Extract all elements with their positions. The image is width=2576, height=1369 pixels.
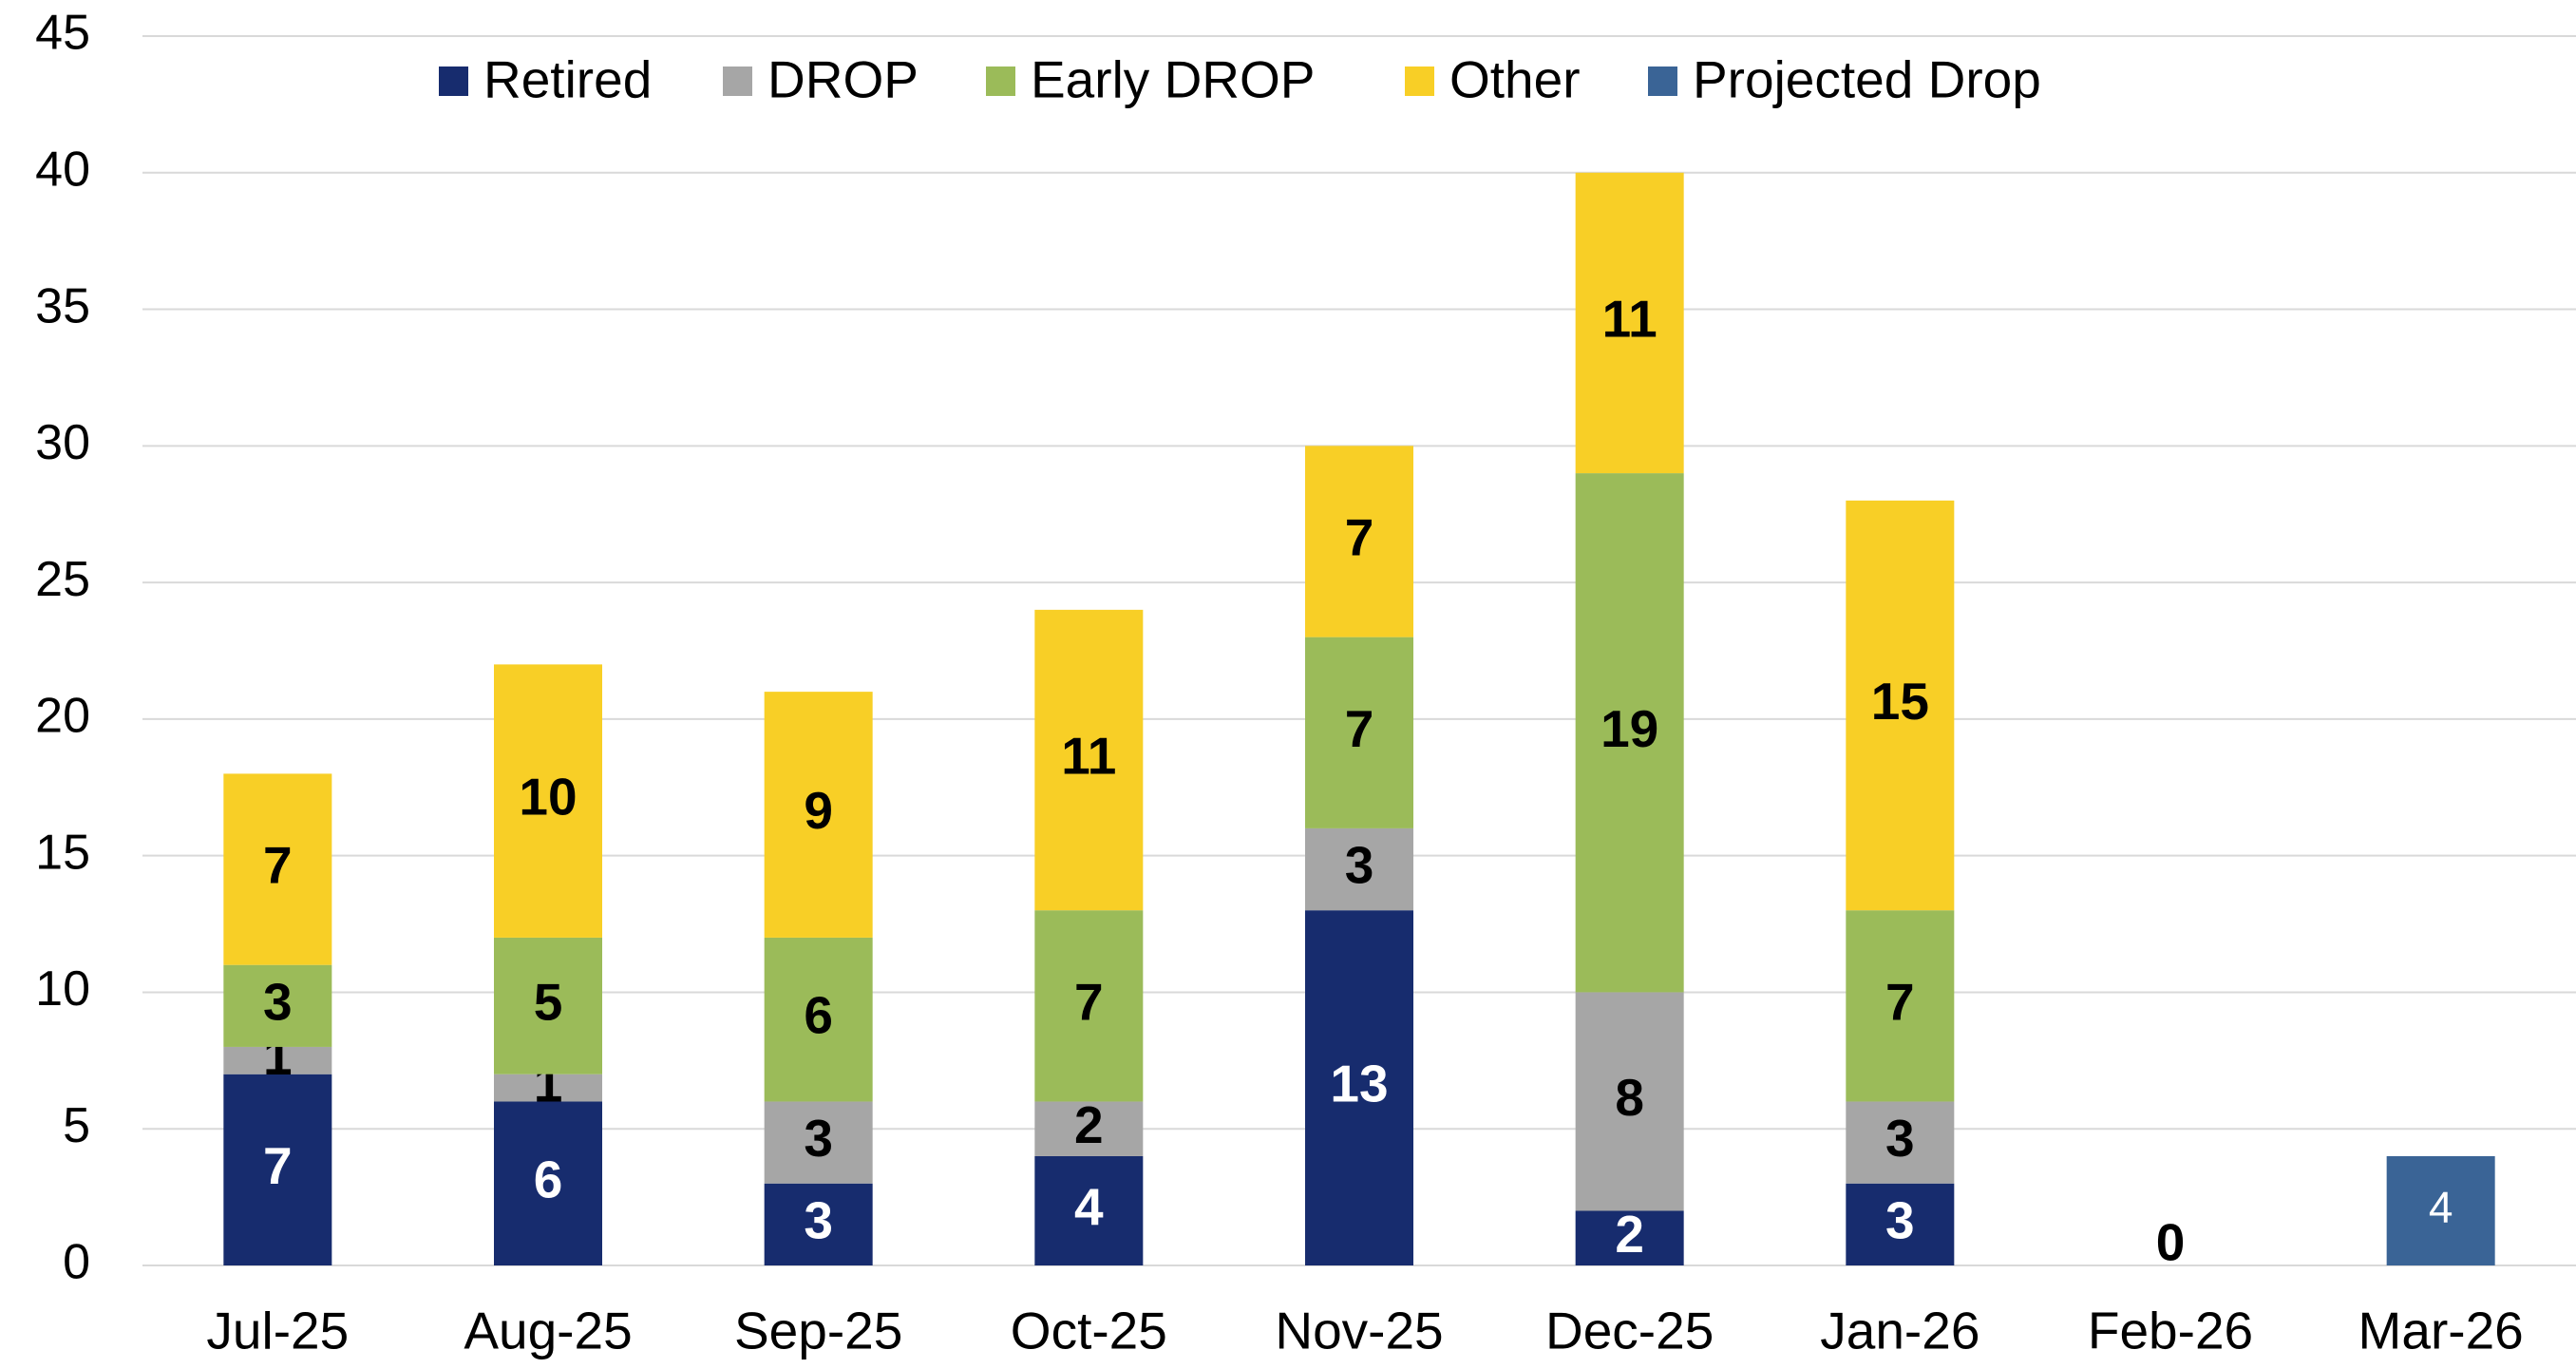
- bar-segment: [764, 692, 873, 938]
- bar-segment: [223, 1074, 332, 1265]
- y-tick-label: 40: [35, 143, 90, 198]
- legend-swatch: [986, 67, 1015, 96]
- x-tick-label: Sep-25: [734, 1302, 902, 1360]
- data-label: 4: [1074, 1177, 1104, 1236]
- x-tick-label: Oct-25: [1011, 1302, 1167, 1360]
- x-tick-label: Mar-26: [2358, 1302, 2524, 1360]
- data-label: 5: [534, 972, 563, 1031]
- bar-segment: [1034, 910, 1144, 1102]
- bar-segment: [223, 964, 332, 1047]
- bar-segment: [1846, 1183, 1955, 1265]
- data-label: 3: [1345, 836, 1374, 895]
- data-label: 7: [1074, 972, 1104, 1031]
- bar-segment: [1305, 446, 1413, 637]
- data-label: 3: [804, 1190, 833, 1249]
- bar-segment: [1034, 609, 1144, 911]
- data-label: 15: [1871, 672, 1929, 731]
- y-tick-label: 25: [35, 552, 90, 607]
- legend-label: Retired: [483, 50, 652, 109]
- x-tick-label: Jan-26: [1820, 1302, 1979, 1360]
- legend-swatch: [1405, 67, 1434, 96]
- data-label: 0: [2156, 1187, 2186, 1245]
- y-tick-label: 35: [35, 278, 90, 333]
- data-label: 6: [804, 986, 833, 1045]
- bar-segment: [764, 937, 873, 1102]
- data-label: 7: [263, 836, 293, 895]
- bar-segment: [494, 1101, 602, 1265]
- legend-swatch: [1648, 67, 1677, 96]
- legend-label: Other: [1449, 50, 1581, 109]
- legend-swatch: [723, 67, 752, 96]
- x-tick-label: Feb-26: [2088, 1302, 2253, 1360]
- y-tick-label: 5: [63, 1098, 90, 1153]
- data-label: 13: [1330, 1055, 1388, 1113]
- data-label: 8: [1615, 1068, 1644, 1127]
- y-tick-label: 15: [35, 825, 90, 880]
- data-label: 7: [1345, 508, 1374, 567]
- bar-segment: [1846, 910, 1955, 1102]
- legend-label: DROP: [767, 50, 919, 109]
- data-label: 6: [534, 1150, 563, 1208]
- bar-segment: [223, 1046, 332, 1074]
- bar-segment: [1575, 473, 1684, 993]
- bar-segment: [1034, 1101, 1144, 1156]
- data-label: 9: [804, 781, 833, 840]
- data-label: 2: [1615, 1205, 1644, 1264]
- y-tick-label: 30: [35, 415, 90, 470]
- bar-segment: [1846, 1101, 1955, 1184]
- data-label: 3: [1885, 1109, 1915, 1168]
- data-label: 10: [519, 768, 577, 827]
- data-label: 3: [1885, 1190, 1915, 1249]
- bar-segment: [1305, 637, 1413, 828]
- y-tick-label: 0: [63, 1235, 90, 1290]
- bar-segment: [1575, 1210, 1684, 1265]
- y-tick-label: 20: [35, 689, 90, 744]
- data-label: 19: [1601, 699, 1658, 758]
- bar-segment: [1305, 910, 1413, 1265]
- x-tick-label: Nov-25: [1275, 1302, 1443, 1360]
- legend-label: Early DROP: [1031, 50, 1316, 109]
- bar-segment: [1846, 500, 1955, 911]
- bar-segment: [2386, 1155, 2495, 1265]
- bar-segment: [1305, 827, 1413, 911]
- data-label: 4: [2429, 1183, 2453, 1232]
- bar-segment: [494, 1074, 602, 1102]
- x-tick-label: Dec-25: [1545, 1302, 1714, 1360]
- bar-segment: [1034, 1155, 1144, 1265]
- data-label: 2: [1074, 1095, 1104, 1154]
- bar-segment: [1575, 172, 1684, 474]
- bar-segment: [764, 1101, 873, 1184]
- legend-label: Projected Drop: [1693, 50, 2041, 109]
- x-tick-label: Aug-25: [464, 1302, 632, 1360]
- y-tick-label: 45: [35, 6, 90, 61]
- data-label: 7: [263, 1136, 293, 1195]
- bar-segment: [494, 937, 602, 1074]
- data-label: 0: [2156, 1213, 2186, 1272]
- data-label: 11: [1602, 289, 1657, 348]
- data-label: 3: [263, 972, 293, 1031]
- y-tick-label: 10: [35, 961, 90, 1017]
- data-label: 3: [804, 1109, 833, 1168]
- data-label: 11: [1061, 727, 1116, 786]
- bar-segment: [1575, 992, 1684, 1211]
- bar-segment: [494, 664, 602, 938]
- x-tick-label: Jul-25: [206, 1302, 349, 1360]
- data-label: 7: [1345, 699, 1374, 758]
- bar-segment: [223, 773, 332, 965]
- data-label: 7: [1885, 972, 1915, 1031]
- legend-swatch: [439, 67, 468, 96]
- bar-segment: [764, 1183, 873, 1265]
